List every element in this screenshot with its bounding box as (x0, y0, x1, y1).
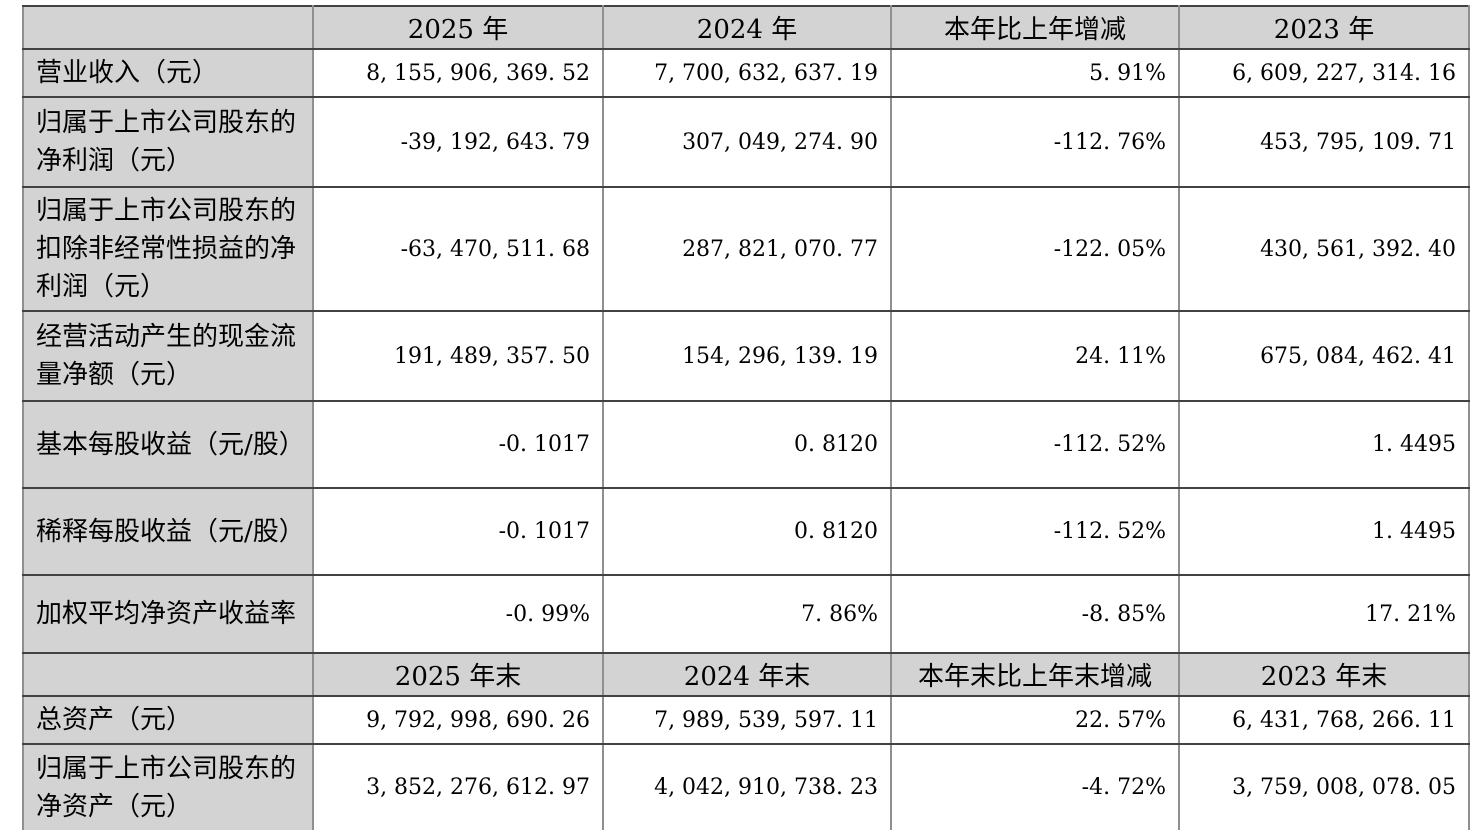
value-cell: 675, 084, 462. 41 (1178, 310, 1470, 402)
financial-summary-table: 2025 年 2024 年 本年比上年增减 2023 年 营业收入（元） 8, … (22, 5, 1470, 830)
value-cell: 9, 792, 998, 690. 26 (312, 695, 604, 745)
value-cell: 7, 989, 539, 597. 11 (602, 695, 892, 745)
value-cell: -63, 470, 511. 68 (312, 186, 604, 312)
value-cell: -112. 52% (890, 487, 1180, 576)
value-cell: 3, 852, 276, 612. 97 (312, 743, 604, 830)
value-cell: 7. 86% (602, 574, 892, 654)
value-cell: 8, 155, 906, 369. 52 (312, 48, 604, 98)
value-cell: 7, 700, 632, 637. 19 (602, 48, 892, 98)
value-cell: 24. 11% (890, 310, 1180, 402)
header-cell-2024-end: 2024 年末 (602, 652, 892, 697)
value-cell: 4, 042, 910, 738. 23 (602, 743, 892, 830)
header-cell-2023: 2023 年 (1178, 5, 1470, 50)
row-label-cell: 基本每股收益（元/股） (22, 400, 314, 489)
value-cell: -122. 05% (890, 186, 1180, 312)
row-label-cell: 经营活动产生的现金流量净额（元） (22, 310, 314, 402)
value-cell: -0. 1017 (312, 400, 604, 489)
value-cell: -4. 72% (890, 743, 1180, 830)
value-cell: 430, 561, 392. 40 (1178, 186, 1470, 312)
row-label-cell: 归属于上市公司股东的净资产（元） (22, 743, 314, 830)
value-cell: 3, 759, 008, 078. 05 (1178, 743, 1470, 830)
value-cell: -0. 1017 (312, 487, 604, 576)
table-row-operating-cash-flow: 经营活动产生的现金流量净额（元） 191, 489, 357. 50 154, … (22, 310, 1470, 402)
value-cell: 5. 91% (890, 48, 1180, 98)
table-row-net-assets: 归属于上市公司股东的净资产（元） 3, 852, 276, 612. 97 4,… (22, 743, 1470, 830)
table-header-row-annual: 2025 年 2024 年 本年比上年增减 2023 年 (22, 5, 1470, 50)
corner-cell (22, 5, 314, 50)
header-cell-2023-end: 2023 年末 (1178, 652, 1470, 697)
row-label-cell: 加权平均净资产收益率 (22, 574, 314, 654)
row-label-cell: 稀释每股收益（元/股） (22, 487, 314, 576)
value-cell: 307, 049, 274. 90 (602, 96, 892, 188)
value-cell: 17. 21% (1178, 574, 1470, 654)
header-cell-year-end-change: 本年末比上年末增减 (890, 652, 1180, 697)
table-row-net-profit: 归属于上市公司股东的净利润（元） -39, 192, 643. 79 307, … (22, 96, 1470, 188)
value-cell: -112. 76% (890, 96, 1180, 188)
value-cell: 453, 795, 109. 71 (1178, 96, 1470, 188)
value-cell: -8. 85% (890, 574, 1180, 654)
table-row-weighted-avg-roe: 加权平均净资产收益率 -0. 99% 7. 86% -8. 85% 17. 21… (22, 574, 1470, 654)
header-cell-2025: 2025 年 (312, 5, 604, 50)
value-cell: 0. 8120 (602, 400, 892, 489)
value-cell: -39, 192, 643. 79 (312, 96, 604, 188)
value-cell: 1. 4495 (1178, 400, 1470, 489)
table-row-revenue: 营业收入（元） 8, 155, 906, 369. 52 7, 700, 632… (22, 48, 1470, 98)
value-cell: -112. 52% (890, 400, 1180, 489)
table-row-net-profit-excl-nonrecurring: 归属于上市公司股东的扣除非经常性损益的净利润（元） -63, 470, 511.… (22, 186, 1470, 312)
value-cell: 22. 57% (890, 695, 1180, 745)
value-cell: 191, 489, 357. 50 (312, 310, 604, 402)
corner-cell (22, 652, 314, 697)
value-cell: 6, 609, 227, 314. 16 (1178, 48, 1470, 98)
value-cell: 6, 431, 768, 266. 11 (1178, 695, 1470, 745)
row-label-cell: 总资产（元） (22, 695, 314, 745)
row-label-cell: 归属于上市公司股东的扣除非经常性损益的净利润（元） (22, 186, 314, 312)
value-cell: 0. 8120 (602, 487, 892, 576)
table-row-diluted-eps: 稀释每股收益（元/股） -0. 1017 0. 8120 -112. 52% 1… (22, 487, 1470, 576)
row-label-cell: 归属于上市公司股东的净利润（元） (22, 96, 314, 188)
row-label-cell: 营业收入（元） (22, 48, 314, 98)
header-cell-2025-end: 2025 年末 (312, 652, 604, 697)
table-row-basic-eps: 基本每股收益（元/股） -0. 1017 0. 8120 -112. 52% 1… (22, 400, 1470, 489)
value-cell: 154, 296, 139. 19 (602, 310, 892, 402)
value-cell: -0. 99% (312, 574, 604, 654)
table-header-row-year-end: 2025 年末 2024 年末 本年末比上年末增减 2023 年末 (22, 652, 1470, 697)
header-cell-yoy-change: 本年比上年增减 (890, 5, 1180, 50)
value-cell: 1. 4495 (1178, 487, 1470, 576)
header-cell-2024: 2024 年 (602, 5, 892, 50)
value-cell: 287, 821, 070. 77 (602, 186, 892, 312)
table-row-total-assets: 总资产（元） 9, 792, 998, 690. 26 7, 989, 539,… (22, 695, 1470, 745)
